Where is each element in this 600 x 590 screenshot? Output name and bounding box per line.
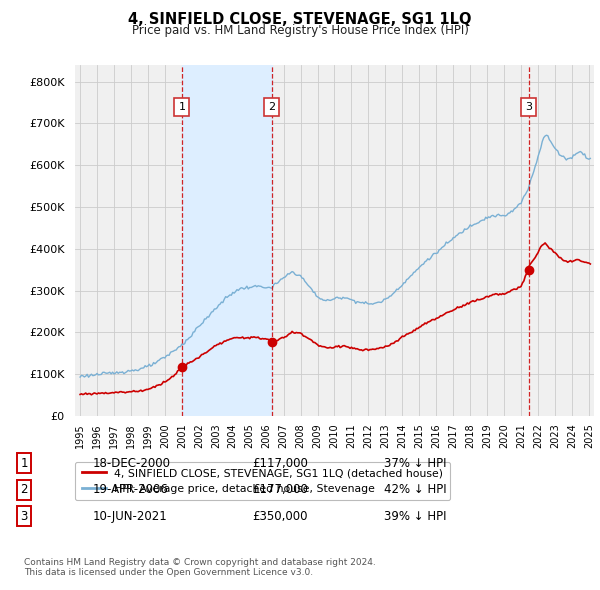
Text: £117,000: £117,000	[252, 457, 308, 470]
Text: 19-APR-2006: 19-APR-2006	[93, 483, 169, 496]
Text: 37% ↓ HPI: 37% ↓ HPI	[384, 457, 446, 470]
Bar	[182, 65, 272, 416]
Text: 18-DEC-2000: 18-DEC-2000	[93, 457, 171, 470]
Text: 1: 1	[20, 457, 28, 470]
Text: 4, SINFIELD CLOSE, STEVENAGE, SG1 1LQ: 4, SINFIELD CLOSE, STEVENAGE, SG1 1LQ	[128, 12, 472, 27]
Text: 10-JUN-2021: 10-JUN-2021	[93, 510, 168, 523]
Text: £177,000: £177,000	[252, 483, 308, 496]
Text: Contains HM Land Registry data © Crown copyright and database right 2024.
This d: Contains HM Land Registry data © Crown c…	[24, 558, 376, 577]
Text: £350,000: £350,000	[252, 510, 308, 523]
Text: 1: 1	[178, 102, 185, 112]
Text: 3: 3	[525, 102, 532, 112]
Legend: 4, SINFIELD CLOSE, STEVENAGE, SG1 1LQ (detached house), HPI: Average price, deta: 4, SINFIELD CLOSE, STEVENAGE, SG1 1LQ (d…	[75, 462, 450, 500]
Text: 2: 2	[20, 483, 28, 496]
Text: 39% ↓ HPI: 39% ↓ HPI	[384, 510, 446, 523]
Text: 2: 2	[268, 102, 275, 112]
Text: 42% ↓ HPI: 42% ↓ HPI	[384, 483, 446, 496]
Text: Price paid vs. HM Land Registry's House Price Index (HPI): Price paid vs. HM Land Registry's House …	[131, 24, 469, 37]
Text: 3: 3	[20, 510, 28, 523]
